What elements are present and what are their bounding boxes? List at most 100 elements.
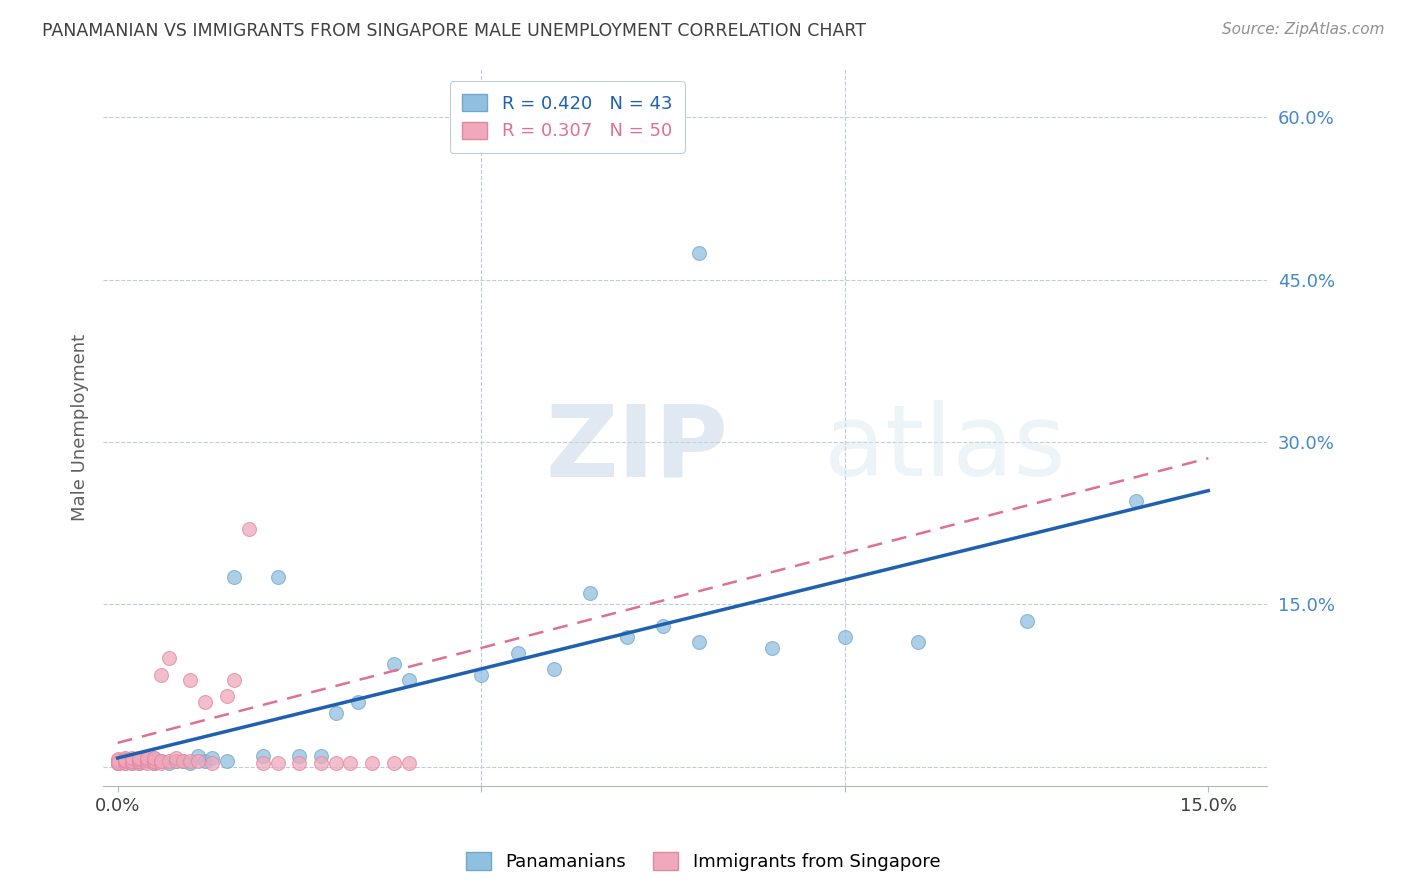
Point [194, 695, 217, 709]
Text: PANAMANIAN VS IMMIGRANTS FROM SINGAPORE MALE UNEMPLOYMENT CORRELATION CHART: PANAMANIAN VS IMMIGRANTS FROM SINGAPORE … [42, 22, 866, 40]
Point [157, 651, 180, 665]
Point [579, 104, 602, 119]
Point [157, 754, 180, 768]
Point [128, 756, 150, 771]
Point [201, 756, 224, 771]
Point [179, 754, 201, 768]
Point [543, 662, 565, 676]
Point [506, 646, 529, 660]
Point [907, 635, 929, 649]
Text: Source: ZipAtlas.com: Source: ZipAtlas.com [1222, 22, 1385, 37]
Point [616, 630, 638, 644]
Point [470, 667, 492, 681]
Point [266, 756, 288, 771]
Point [382, 756, 405, 771]
Point [107, 753, 129, 767]
Point [114, 751, 136, 765]
Point [121, 756, 143, 771]
Point [252, 748, 274, 763]
Point [165, 754, 187, 768]
Legend: R = 0.420   N = 43, R = 0.307   N = 50: R = 0.420 N = 43, R = 0.307 N = 50 [450, 81, 685, 153]
Point [121, 751, 143, 765]
Text: ZIP: ZIP [546, 401, 728, 498]
Point [150, 667, 173, 681]
Point [114, 752, 136, 766]
Point [288, 756, 311, 771]
Point [165, 754, 187, 768]
Point [652, 619, 675, 633]
Point [114, 753, 136, 767]
Point [135, 754, 157, 768]
Point [121, 756, 143, 771]
Point [339, 756, 361, 771]
Point [688, 245, 710, 260]
Point [252, 756, 274, 771]
Point [187, 748, 209, 763]
Point [135, 751, 157, 765]
Point [107, 752, 129, 766]
Point [382, 657, 405, 671]
Point [187, 754, 209, 768]
Point [266, 570, 288, 584]
Point [346, 695, 368, 709]
Point [309, 756, 332, 771]
Point [107, 756, 129, 771]
Point [579, 586, 602, 600]
Point [179, 756, 201, 771]
Point [325, 706, 347, 720]
Point [150, 754, 173, 768]
Point [222, 570, 245, 584]
Point [309, 748, 332, 763]
Point [135, 756, 157, 771]
Point [114, 756, 136, 771]
Point [172, 754, 194, 768]
Point [143, 756, 166, 771]
Point [143, 756, 166, 771]
Point [179, 673, 201, 687]
Point [121, 754, 143, 768]
Point [165, 751, 187, 765]
Point [361, 756, 384, 771]
Point [107, 756, 129, 771]
Point [398, 756, 420, 771]
Point [121, 754, 143, 768]
Point [194, 754, 217, 768]
Point [172, 754, 194, 768]
Point [143, 751, 166, 765]
Point [107, 754, 129, 768]
Point [128, 751, 150, 765]
Point [1015, 614, 1038, 628]
Point [143, 754, 166, 768]
Point [688, 635, 710, 649]
Point [128, 752, 150, 766]
Point [288, 748, 311, 763]
Point [128, 756, 150, 771]
Point [325, 756, 347, 771]
Point [114, 756, 136, 771]
Point [107, 756, 129, 770]
Point [128, 754, 150, 768]
Point [1125, 494, 1147, 508]
Point [143, 756, 166, 771]
Point [143, 751, 166, 765]
Point [761, 640, 783, 655]
Point [107, 756, 129, 771]
Point [150, 756, 173, 771]
Point [128, 754, 150, 768]
Text: atlas: atlas [824, 401, 1066, 498]
Y-axis label: Male Unemployment: Male Unemployment [72, 334, 89, 521]
Point [150, 754, 173, 768]
Point [215, 754, 238, 768]
Point [114, 753, 136, 767]
Point [398, 673, 420, 687]
Point [201, 751, 224, 765]
Point [222, 673, 245, 687]
Legend: Panamanians, Immigrants from Singapore: Panamanians, Immigrants from Singapore [458, 846, 948, 879]
Point [215, 690, 238, 704]
Point [157, 756, 180, 771]
Point [114, 754, 136, 768]
Point [834, 630, 856, 644]
Point [238, 522, 260, 536]
Point [107, 756, 129, 771]
Point [135, 753, 157, 767]
